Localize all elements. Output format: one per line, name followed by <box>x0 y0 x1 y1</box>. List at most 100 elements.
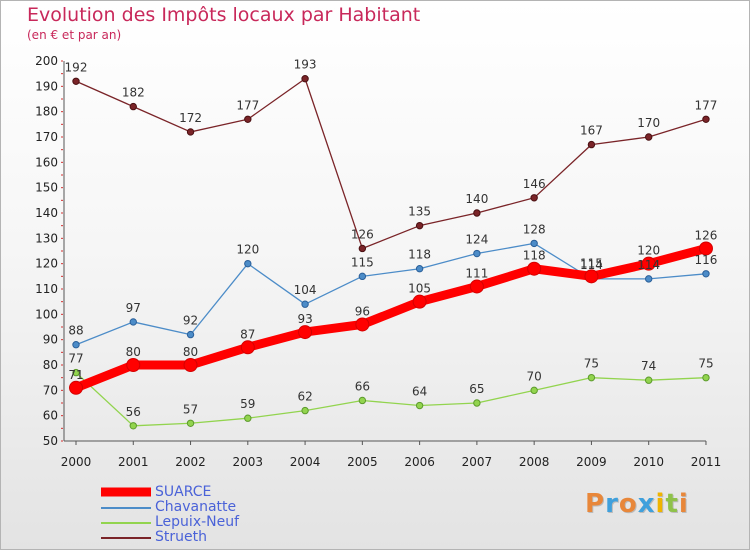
data-point-chavanatte <box>358 272 367 281</box>
data-point-lepuix-neuf <box>473 399 481 407</box>
data-label-strueth: 172 <box>179 111 202 125</box>
axes: 50 60 70 80 90 100 110 120 130 140 150 160 170 180 190… <box>35 54 721 469</box>
x-tick-label: 2004 <box>290 455 321 469</box>
data-point-lepuix-neuf <box>645 376 653 384</box>
proxiti-logo: Proxiti <box>585 489 689 519</box>
data-label-suarce: 71 <box>68 368 83 382</box>
data-label-lepuix-neuf: 64 <box>412 385 427 399</box>
data-point-lepuix-neuf <box>301 406 309 415</box>
data-label-lepuix-neuf: 56 <box>126 405 141 419</box>
data-point-chavanatte <box>645 275 653 283</box>
series-line-strueth <box>75 78 707 250</box>
data-point-suarce <box>641 256 656 271</box>
data-label-chavanatte: 120 <box>236 243 259 257</box>
data-point-lepuix-neuf <box>702 373 710 382</box>
data-point-chavanatte <box>415 265 424 273</box>
data-point-strueth <box>244 115 252 123</box>
y-tick-label: 160 <box>35 155 58 169</box>
legend-swatch-strueth <box>101 537 151 539</box>
x-tick-label: 2007 <box>462 455 493 469</box>
data-label-chavanatte: 104 <box>294 283 317 297</box>
data-point-lepuix-neuf <box>244 414 252 422</box>
data-label-chavanatte: 115 <box>351 255 374 269</box>
data-point-suarce <box>527 261 542 276</box>
data-label-chavanatte: 118 <box>408 248 431 262</box>
y-tick-label: 130 <box>35 231 58 245</box>
y-tick-label: 90 <box>43 333 58 347</box>
logo-letter-0: P <box>585 489 606 519</box>
data-label-lepuix-neuf: 62 <box>297 390 312 404</box>
data-point-chavanatte <box>473 249 481 258</box>
data-label-lepuix-neuf: 65 <box>469 382 484 396</box>
data-point-lepuix-neuf <box>358 396 367 405</box>
y-tick-label: 80 <box>43 358 58 372</box>
series-layer <box>69 75 713 430</box>
data-label-strueth: 177 <box>695 98 718 112</box>
data-label-suarce: 80 <box>126 345 141 359</box>
data-label-chavanatte: 124 <box>465 233 488 247</box>
data-label-strueth: 182 <box>122 86 145 100</box>
y-tick-label: 110 <box>35 282 58 296</box>
data-label-strueth: 192 <box>65 60 88 74</box>
y-tick-label: 120 <box>35 257 58 271</box>
data-point-suarce <box>469 279 484 294</box>
data-point-suarce <box>698 241 713 256</box>
y-tick-label: 190 <box>35 79 58 93</box>
data-label-lepuix-neuf: 75 <box>584 357 599 371</box>
y-tick-label: 150 <box>35 181 58 195</box>
logo-letter-2: o <box>618 489 638 519</box>
series-line-chavanatte <box>75 242 707 346</box>
data-point-strueth <box>358 244 367 253</box>
data-point-suarce <box>355 317 370 332</box>
data-label-chavanatte: 92 <box>183 314 198 328</box>
data-point-strueth <box>415 221 424 230</box>
data-point-lepuix-neuf <box>186 419 195 427</box>
data-label-suarce: 80 <box>183 345 198 359</box>
data-label-strueth: 193 <box>294 58 317 72</box>
data-point-strueth <box>72 77 80 85</box>
data-point-suarce <box>298 325 313 340</box>
data-label-chavanatte: 88 <box>68 324 83 338</box>
data-point-suarce <box>126 358 141 372</box>
data-label-lepuix-neuf: 77 <box>68 352 83 366</box>
data-label-suarce: 118 <box>523 249 546 263</box>
x-tick-label: 2002 <box>175 455 206 469</box>
data-label-suarce: 120 <box>637 244 660 258</box>
data-label-strueth: 177 <box>236 98 259 112</box>
data-label-strueth: 146 <box>523 177 546 191</box>
data-point-chavanatte <box>129 318 137 326</box>
x-tick-label: 2011 <box>691 455 722 469</box>
x-tick-label: 2001 <box>118 455 149 469</box>
data-point-chavanatte <box>530 239 538 248</box>
legend-swatch-lepuix-neuf <box>101 522 151 524</box>
series-line-lepuix-neuf <box>75 371 707 427</box>
logo-letter-5: t <box>665 489 679 519</box>
data-label-strueth: 126 <box>351 227 374 241</box>
data-point-suarce <box>412 294 427 309</box>
y-tick-label: 170 <box>35 130 58 144</box>
y-tick-label: 180 <box>35 105 58 119</box>
data-label-chavanatte: 116 <box>695 253 718 267</box>
data-point-suarce <box>240 340 255 355</box>
y-tick-label: 140 <box>35 206 58 220</box>
legend-label-lepuix-neuf: Lepuix-Neuf <box>155 514 240 530</box>
data-label-strueth: 167 <box>580 124 603 138</box>
data-point-suarce <box>69 380 83 395</box>
data-label-suarce: 96 <box>355 304 370 318</box>
data-label-suarce: 111 <box>465 266 488 280</box>
logo-letter-3: x <box>637 489 656 519</box>
data-label-chavanatte: 128 <box>523 222 546 236</box>
y-tick-label: 60 <box>43 409 58 423</box>
series-line-suarce <box>71 243 711 393</box>
x-tick-label: 2003 <box>233 455 264 469</box>
data-label-lepuix-neuf: 75 <box>698 357 713 371</box>
data-label-suarce: 126 <box>695 228 718 242</box>
x-tick-label: 2005 <box>347 455 378 469</box>
y-tick-label: 50 <box>43 434 58 448</box>
legend-label-strueth: Strueth <box>155 529 207 545</box>
chart-title: Evolution des Impôts locaux par Habitant <box>27 4 421 26</box>
data-point-chavanatte <box>244 259 252 268</box>
y-tick-label: 100 <box>35 307 58 321</box>
